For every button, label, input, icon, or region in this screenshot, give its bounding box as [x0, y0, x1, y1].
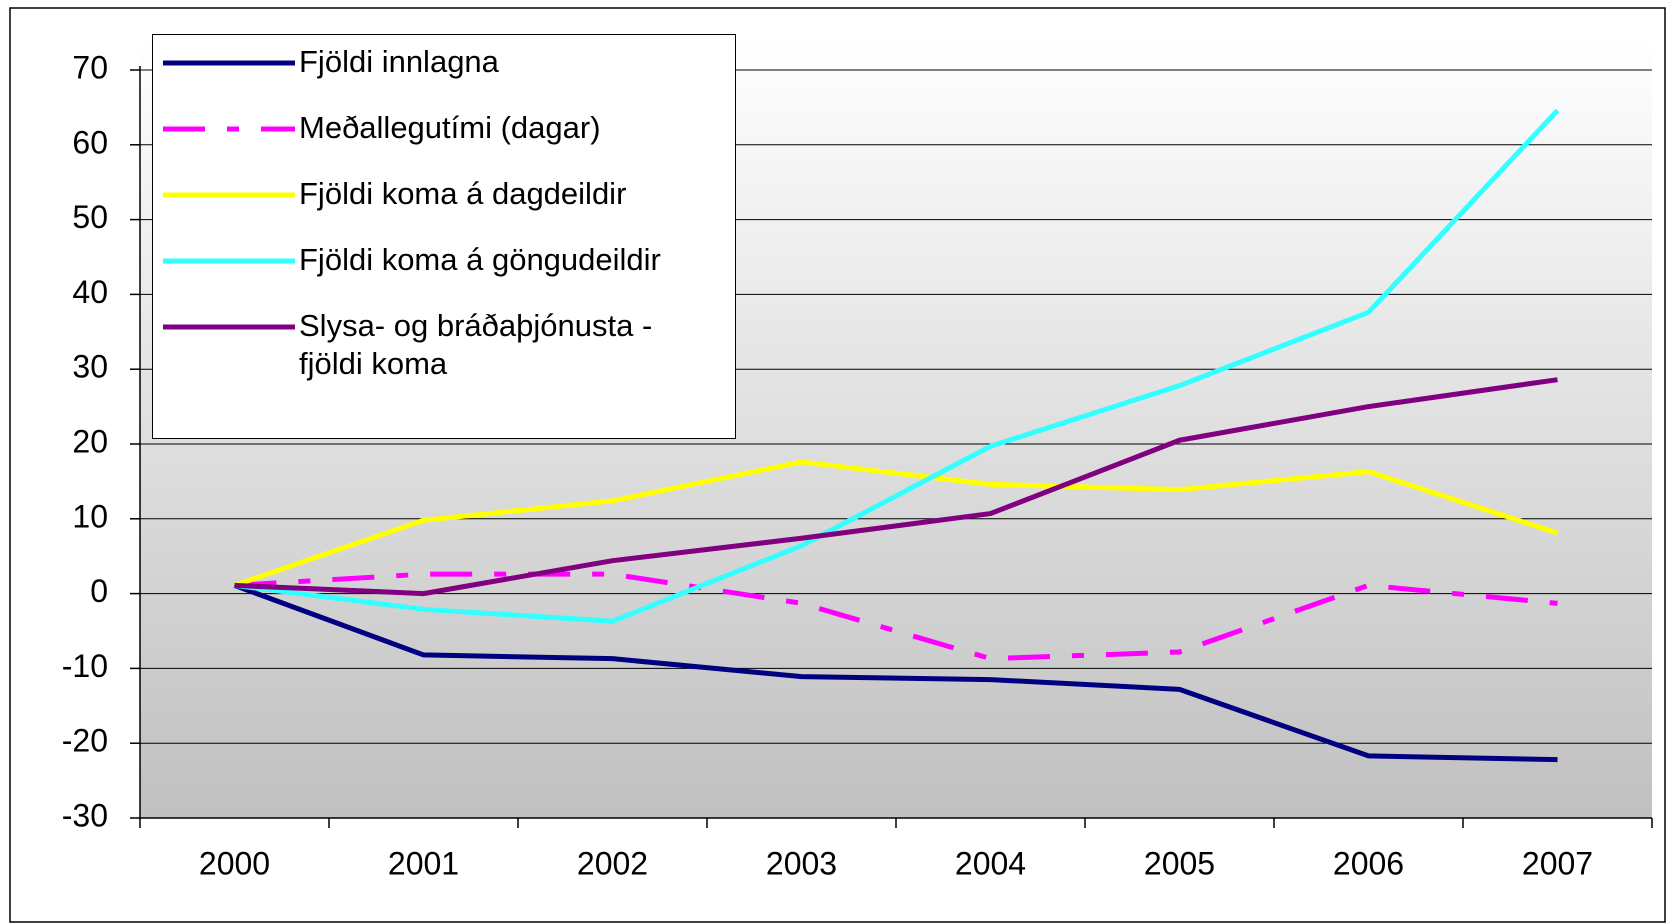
legend-swatch	[163, 258, 295, 264]
legend-swatch	[163, 324, 295, 330]
y-tick-label: 40	[72, 274, 108, 310]
y-tick-label: 10	[72, 498, 108, 534]
legend-label: Fjöldi koma á göngudeildir	[299, 242, 661, 277]
legend-swatch	[163, 60, 295, 66]
y-tick-label: -30	[62, 797, 108, 833]
series-line	[234, 108, 1560, 624]
legend-label: Fjöldi innlagna	[299, 44, 499, 79]
y-tick-label: 70	[72, 49, 108, 85]
legend-label: Fjöldi koma á dagdeildir	[299, 176, 627, 211]
legend-swatch	[163, 126, 295, 132]
series-line	[233, 459, 1559, 588]
y-tick-label: 30	[72, 349, 108, 385]
y-tick-label: 50	[72, 199, 108, 235]
x-tick-label: 2006	[1333, 845, 1404, 881]
series-line	[234, 571, 1558, 662]
legend-entry: Fjöldi koma á dagdeildir	[159, 175, 729, 215]
legend-entry: Fjöldi innlagna	[159, 43, 729, 83]
legend-swatch	[163, 192, 295, 198]
x-tick-label: 2003	[766, 845, 837, 881]
y-tick-label: 60	[72, 124, 108, 160]
x-tick-label: 2007	[1522, 845, 1593, 881]
x-tick-label: 2004	[955, 845, 1026, 881]
legend-label: Meðallegutími (dagar)	[299, 110, 601, 145]
chart-border	[9, 7, 1666, 923]
y-tick-label: -20	[62, 723, 108, 759]
legend-label: Slysa- og bráðaþjónusta - fjöldi koma	[299, 308, 653, 381]
series-line	[233, 583, 1558, 763]
y-tick-label: 20	[72, 423, 108, 459]
x-tick-label: 2000	[199, 845, 270, 881]
x-tick-label: 2002	[577, 845, 648, 881]
series-line	[234, 377, 1558, 597]
legend-entry: Fjöldi koma á göngudeildir	[159, 241, 729, 281]
x-tick-label: 2001	[388, 845, 459, 881]
legend-entry: Meðallegutími (dagar)	[159, 109, 729, 149]
legend: Fjöldi innlagna Meðallegutími (dagar) Fjöl…	[152, 34, 736, 439]
y-tick-label: -10	[62, 648, 108, 684]
x-tick-label: 2005	[1144, 845, 1215, 881]
y-tick-label: 0	[90, 573, 108, 609]
legend-entry: Slysa- og bráðaþjónusta - fjöldi koma	[159, 307, 729, 383]
